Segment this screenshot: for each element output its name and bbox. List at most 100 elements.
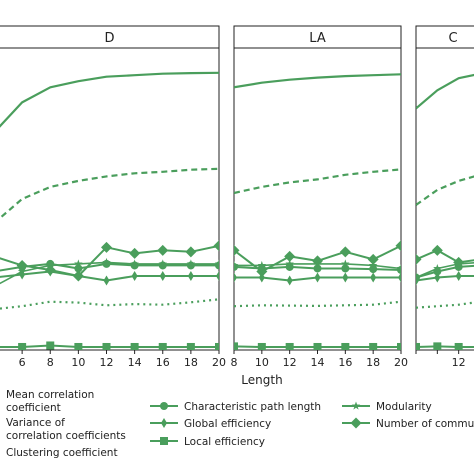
data-point [234,244,240,256]
series-mean-correlation [0,71,219,128]
tick-label: 12 [452,356,466,369]
panel-title: LA [309,31,326,46]
data-point [257,260,267,270]
series-clustering [0,298,219,310]
legend-entry: Variance of correlation coefficients [6,417,126,442]
data-point [74,259,83,268]
series-line [0,270,219,282]
tick-label: 8 [47,356,54,369]
x-ticks: 8 10 12 14 16 18 20 [231,350,408,369]
series-global-efficiency [234,272,401,286]
legend-entry: Mean correlation coefficient [6,389,94,414]
series-local-efficiency [0,341,219,350]
series-local-efficiency [234,342,401,350]
data-point [285,342,294,350]
plot-area [234,73,401,350]
data-point [187,271,194,282]
data-point [102,257,111,267]
legend-label: Modularity [376,401,432,413]
data-point [102,342,111,350]
legend-entry: Modularity [342,401,432,413]
series-line [416,301,474,309]
legend-entry: Local efficiency [150,436,265,448]
legend-entry: Number of commu [342,417,474,430]
x-axis-label: Length [241,373,282,387]
data-point [433,342,442,350]
data-point [395,240,401,252]
series-line [416,73,474,110]
tick-label: 16 [156,356,170,369]
series-global-efficiency [416,271,474,286]
series-line [0,298,219,310]
tick-label: 8 [231,356,238,369]
data-point [129,247,141,259]
tick-label: 12 [100,356,114,369]
data-point [186,342,195,350]
tick-label: 10 [71,356,85,369]
data-point [431,244,443,256]
data-point [369,342,378,350]
data-point [397,342,401,350]
data-point [257,342,266,350]
data-point [312,255,323,267]
data-point [367,253,379,265]
tick-label: 20 [212,356,226,369]
data-point [157,244,169,256]
plot-area [0,71,219,350]
legend: Mean correlation coefficient Variance of co… [6,389,474,459]
panel-header [415,25,474,49]
data-point [368,260,378,270]
data-point [17,267,27,276]
data-point [18,342,27,350]
series-line [416,175,474,206]
series-clustering [416,301,474,309]
data-point [16,259,28,271]
legend-label: Number of commu [376,418,474,430]
panel-d: D468101214161820 [0,25,226,369]
panel-c: C 1216 [415,25,474,369]
tick-label: 20 [394,356,408,369]
series-mean-correlation [416,73,474,110]
data-point [284,250,296,262]
data-point [44,264,56,276]
data-point [342,272,349,283]
tick-label: 16 [338,356,352,369]
data-point [72,270,84,282]
legend-marker [351,401,361,410]
legend-label: Global efficiency [184,418,271,430]
panel-title: D [104,31,114,46]
series-variance-correlation [0,167,219,220]
series-variance-correlation [234,168,401,195]
data-point [455,271,462,282]
plot-area [416,73,474,350]
tick-label: 10 [255,356,269,369]
series-mean-correlation [234,73,401,89]
data-point [314,272,321,283]
data-point [46,341,55,350]
data-point [285,259,294,268]
data-point [370,272,377,283]
data-point [396,264,401,273]
legend-label: Characteristic path length [184,401,321,413]
series-line [416,275,474,282]
data-point [158,342,167,350]
data-point [434,272,441,283]
data-point [215,342,219,350]
series-line [0,244,219,277]
data-point [186,259,196,268]
legend-text-line: Mean correlation [6,389,94,401]
series-line [234,168,401,195]
legend-entry: Clustering coefficient [6,447,118,459]
data-point [313,342,322,350]
legend-marker [161,418,167,428]
tick-label: 12 [283,356,297,369]
panel-frame [415,47,474,351]
series-char-path-length [416,262,474,282]
data-point [341,259,350,268]
data-point [159,271,166,282]
data-point [234,272,237,283]
legend-entry: Characteristic path length [150,401,321,413]
series-line [0,71,219,128]
panels: D468101214161820LA8101214161820C1216 [0,25,474,369]
legend-marker [160,402,168,410]
